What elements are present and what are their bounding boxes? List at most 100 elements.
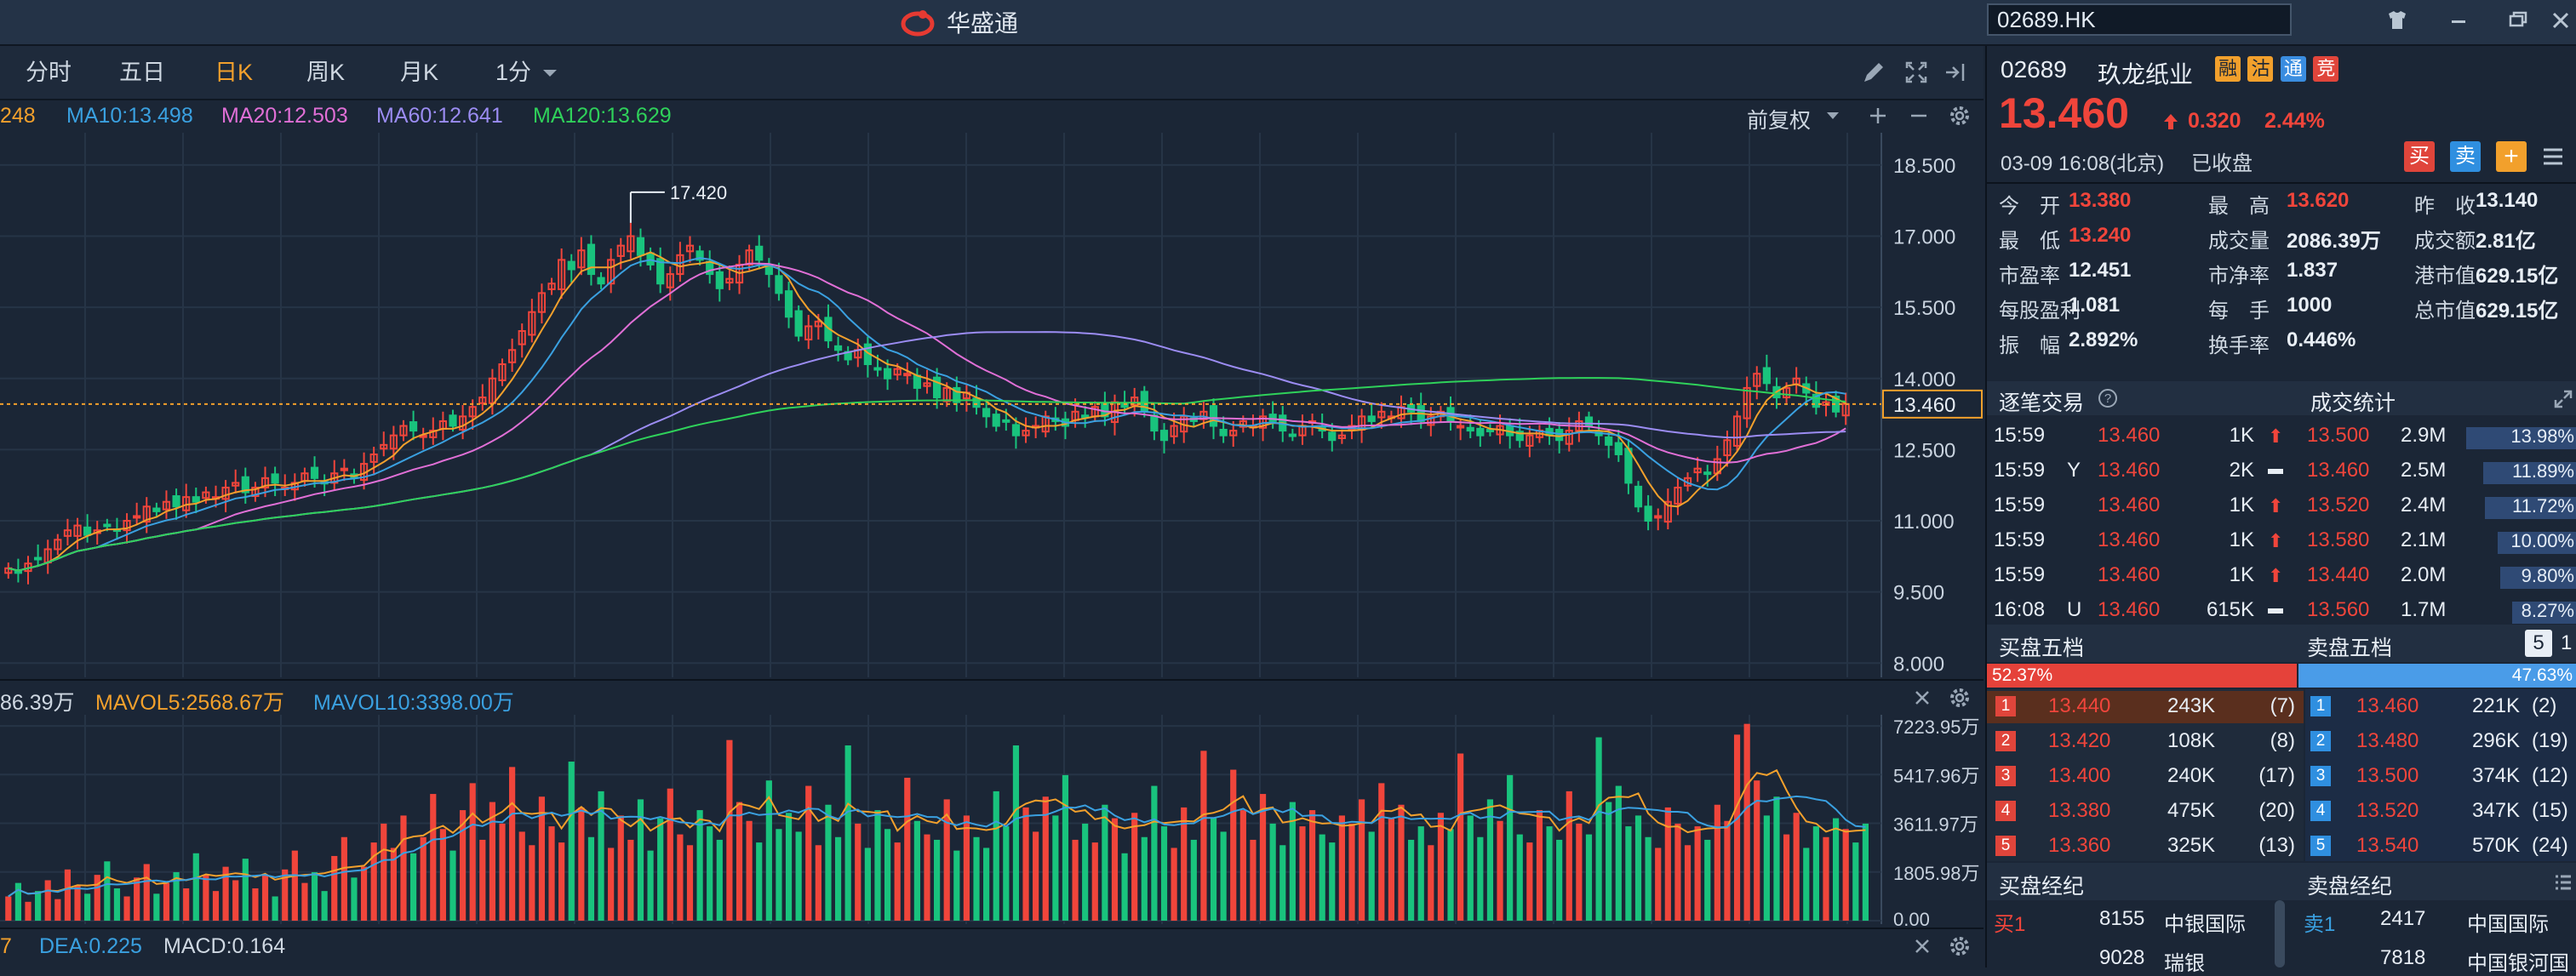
volume-bar [153,893,160,921]
adjust-select[interactable]: 前复权 [1747,109,1812,133]
trades-title[interactable]: 逐笔交易 [1999,391,2085,415]
volume-bar [1338,815,1345,921]
bid-price[interactable]: 13.380 [2048,799,2111,822]
list-view-icon[interactable] [2552,871,2574,893]
bid-price[interactable]: 13.420 [2048,729,2111,752]
quote-value: 2086.39万 [2287,230,2381,253]
candle-body [152,507,161,512]
tab-monthly-k[interactable]: 月K [400,60,439,85]
candle-body [1614,442,1623,455]
bid-broker-name[interactable]: 中银国际 [2164,913,2246,936]
bid-price[interactable]: 13.440 [2048,694,2111,717]
symbol-search-input[interactable] [1987,3,2292,36]
tab-intraday[interactable]: 分时 [26,60,72,85]
period-toolbar: 分时 五日 日K 周K 月K 1分 [0,46,1984,100]
price-change: 0.320 [2188,109,2241,133]
adjust-chevron-icon[interactable] [1825,111,1840,121]
zoom-in-icon[interactable] [1868,106,1888,126]
help-icon[interactable]: ? [2098,388,2118,408]
current-price-box [1882,389,1983,419]
volume-bar [1151,785,1158,921]
volume-bar [627,839,634,921]
depth-5-button[interactable]: 5 [2525,630,2552,657]
chart-settings-icon[interactable] [1948,104,1972,128]
volume-bar [834,836,842,921]
ask-price[interactable]: 13.460 [2356,694,2419,717]
tab-five-day[interactable]: 五日 [119,60,165,85]
chevron-down-icon[interactable] [541,68,558,78]
candle-body [1515,431,1524,442]
expand-icon[interactable] [2552,388,2574,410]
fullscreen-icon[interactable] [1902,58,1931,87]
volume-bar [261,875,269,921]
price-tick-label: 12.500 [1893,439,1955,462]
sell-button[interactable]: 卖 [2450,141,2481,172]
bid-volume: 243K [2167,694,2216,717]
candle-body [340,467,348,471]
shirt-icon[interactable] [2380,5,2414,36]
volume-bar [479,839,486,921]
stat-pct-bar [2498,532,2576,554]
pencil-icon[interactable] [1859,58,1888,87]
bid-price[interactable]: 13.360 [2048,834,2111,857]
close-icon[interactable] [2545,5,2576,36]
arrow-up-icon: ⬆ [2268,530,2284,551]
stats-title[interactable]: 成交统计 [2310,391,2396,415]
volume-bar [1378,783,1385,921]
ask-price[interactable]: 13.480 [2356,729,2419,752]
quote-value: 2.892% [2069,328,2138,351]
ask-price[interactable]: 13.500 [2356,764,2419,787]
add-watchlist-button[interactable]: + [2496,141,2527,172]
trade-volume: 1K [2229,528,2254,551]
bid-broker-name[interactable]: 瑞银 [2164,952,2205,975]
bid-price[interactable]: 13.400 [2048,764,2111,787]
depth-1-button[interactable]: 1 [2561,631,2573,654]
ask-level: 3 [2310,766,2331,786]
stock-badges: 融 沽 通 竞 [2212,56,2339,82]
close-volume-icon[interactable] [1912,688,1932,708]
tab-weekly-k[interactable]: 周K [306,60,346,85]
volume-bar [1082,823,1089,921]
volume-bar [529,845,535,921]
close-macd-icon[interactable] [1912,936,1932,956]
flat-bar-icon [2268,608,2283,614]
ask-broker-name[interactable]: 中国国际 [2467,913,2549,936]
stock-code: 02689 [2001,56,2067,83]
candle-body [399,425,408,437]
volume-bar [677,834,684,921]
tab-minute[interactable]: 1分 [495,60,532,85]
volume-bar [795,831,802,921]
ask-price[interactable]: 13.520 [2356,799,2419,822]
menu-icon[interactable] [2540,145,2566,168]
stat-volume: 1.7M [2401,598,2447,621]
bid-level: 5 [1995,836,2016,856]
quote-datetime: 03-09 16:08(北京) [2001,152,2165,175]
price-volume-chart[interactable]: 18.500 17.000 15.500 14.000 12.500 11.000 9.50… [0,133,1984,967]
tab-daily-k[interactable]: 日K [215,60,254,85]
volume-series [5,723,1869,921]
ask-price[interactable]: 13.540 [2356,834,2419,857]
ask-broker-name[interactable]: 中国银河国 [2467,952,2569,975]
volume-bar [192,853,199,921]
volume-bar [1645,836,1652,921]
stat-pct-bar [2485,497,2576,519]
restore-icon[interactable] [2501,5,2535,36]
volume-settings-icon[interactable] [1948,686,1972,710]
volume-bar [805,785,812,921]
collapse-panel-icon[interactable] [1941,58,1970,87]
minimize-icon[interactable] [2441,5,2476,36]
high-marker-label: 17.420 [670,182,727,203]
broker-scrollbar[interactable] [2275,900,2285,967]
stat-price: 13.500 [2307,424,2370,447]
volume-bar [1566,791,1572,921]
volume-bar [272,896,278,921]
buy-button[interactable]: 买 [2404,141,2435,172]
auction-badge: 竞 [2313,56,2339,82]
candle-body [1081,414,1090,419]
stat-price: 13.520 [2307,494,2370,517]
zoom-out-icon[interactable] [1909,106,1929,126]
candle-body [607,259,615,285]
trade-time: 15:59 [1994,563,2046,586]
volume-bar [1289,802,1296,921]
macd-settings-icon[interactable] [1948,934,1972,958]
